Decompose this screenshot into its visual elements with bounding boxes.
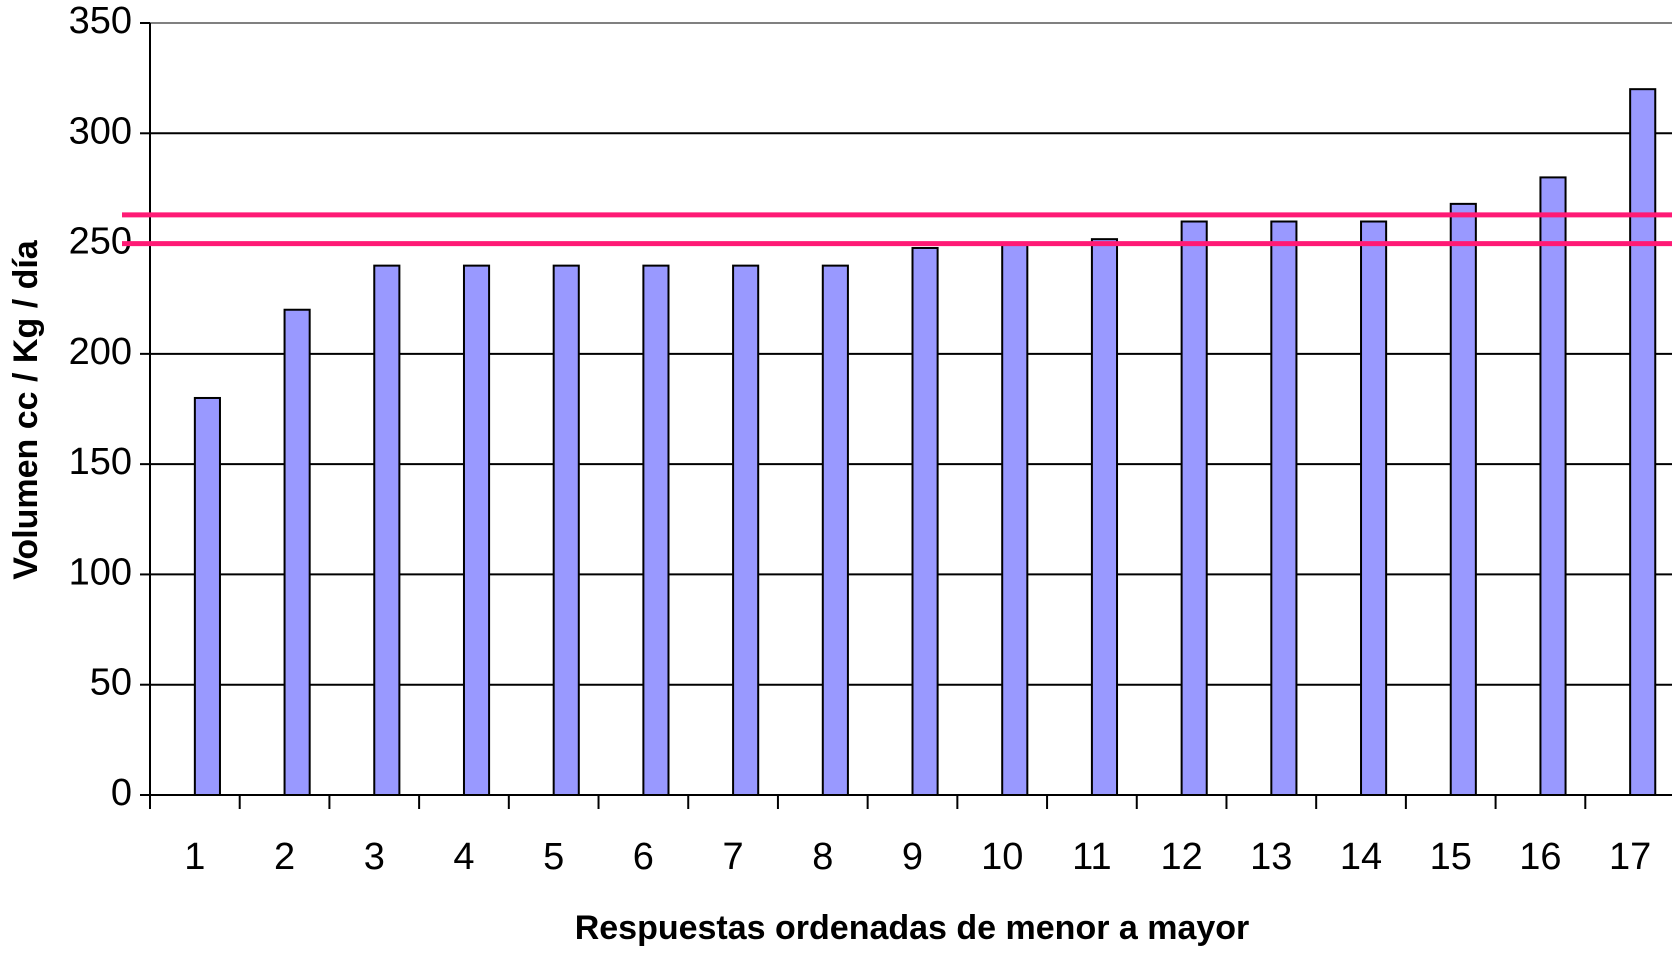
y-tick-label: 100 — [69, 551, 132, 593]
bar — [732, 264, 760, 796]
x-tick-label: 17 — [1609, 836, 1651, 878]
bar — [821, 264, 849, 796]
x-tick-label: 16 — [1519, 836, 1561, 878]
y-tick-label: 0 — [111, 772, 132, 814]
x-tick-label: 9 — [902, 836, 923, 878]
bar — [1360, 220, 1388, 796]
y-axis-title: Volumen cc / Kg / día — [7, 239, 45, 580]
x-tick-label: 15 — [1430, 836, 1472, 878]
x-tick-label: 7 — [723, 836, 744, 878]
y-tick-label: 300 — [69, 110, 132, 152]
bar — [1090, 238, 1119, 797]
x-tick-label: 13 — [1250, 836, 1292, 878]
y-tick-label: 50 — [90, 662, 132, 704]
x-axis-title: Respuestas ordenadas de menor a mayor — [575, 909, 1250, 947]
x-tick-label: 4 — [453, 836, 474, 878]
y-tick-label: 250 — [69, 221, 132, 263]
bar — [462, 264, 491, 796]
x-tick-label: 5 — [543, 836, 564, 878]
x-tick-label: 2 — [274, 836, 295, 878]
x-tick-label: 11 — [1072, 836, 1111, 878]
bar — [1001, 242, 1029, 797]
bar — [642, 264, 670, 796]
bar — [193, 396, 221, 796]
y-tick-label: 200 — [69, 331, 132, 373]
bar — [1539, 176, 1567, 796]
y-tick-label: 350 — [69, 0, 132, 42]
x-tick-label: 14 — [1340, 836, 1382, 878]
x-tick-label: 1 — [184, 836, 205, 878]
x-tick-label: 6 — [633, 836, 654, 878]
x-tick-label: 12 — [1160, 836, 1202, 878]
bar — [1449, 202, 1477, 796]
x-tick-label: 10 — [981, 836, 1023, 878]
bar — [1270, 220, 1298, 796]
bar — [552, 264, 580, 796]
bar — [373, 264, 401, 796]
bar — [283, 308, 311, 796]
y-tick-label: 150 — [69, 441, 132, 483]
x-tick-label: 3 — [364, 836, 385, 878]
bar — [911, 246, 939, 797]
bar — [1629, 88, 1657, 796]
x-tick-label: 8 — [812, 836, 833, 878]
bar — [1180, 220, 1208, 796]
